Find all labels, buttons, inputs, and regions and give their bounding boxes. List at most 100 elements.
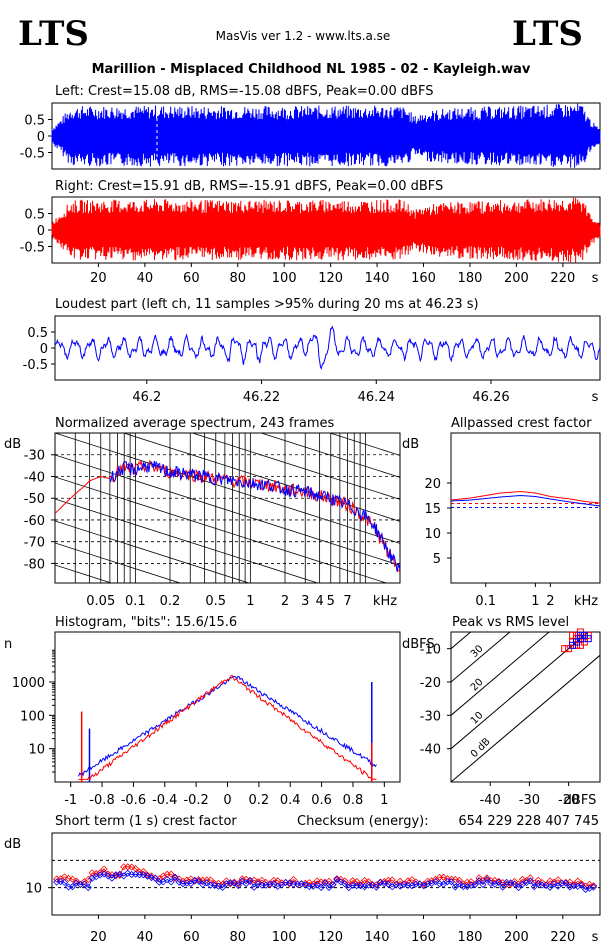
right-waveform-xtick-label: 160 [411, 271, 436, 286]
shortcrest-blue-point [471, 881, 479, 889]
spectrum-xtick-label: 5 [327, 594, 335, 609]
shortcrest-red-point [167, 870, 175, 878]
shortcrest-xtick-label: 40 [137, 930, 154, 945]
peakrms-ytick-label: -20 [420, 676, 441, 691]
shortcrest-red-point [68, 875, 76, 883]
shortcrest-blue-point [582, 885, 590, 894]
shortcrest-red-point [309, 880, 317, 888]
shortcrest-blue-point [218, 883, 227, 892]
shortcrest-blue-point [222, 880, 230, 888]
spectrum-slope [55, 454, 400, 566]
spectrum-xtick-label: 0.5 [205, 594, 226, 609]
peakrms-frame [450, 631, 601, 783]
peakrms-xtick-label: -40 [480, 793, 501, 808]
shortcrest-blue-point [526, 877, 534, 885]
shortcrest-red-point [349, 877, 357, 885]
crest-ytick-label: 15 [424, 502, 441, 517]
shortcrest-blue-point [139, 871, 148, 879]
shortcrest-xtick-label: 120 [318, 930, 343, 945]
shortcrest-red-point [64, 874, 73, 882]
shortcrest-red-point [574, 877, 582, 885]
shortcrest-red-point [570, 881, 578, 889]
histogram-ytick-label: 1000 [12, 676, 45, 691]
right-waveform-xtick-label: 60 [183, 271, 200, 286]
shortcrest-xtick-label: 140 [365, 930, 390, 945]
histogram-ytick-label: 10 [28, 743, 45, 758]
shortcrest-xtick-label: 80 [229, 930, 246, 945]
shortcrest-red-point [128, 863, 136, 871]
right-waveform-ytick-label: -0.5 [20, 241, 45, 256]
peakrms-diagonal [451, 654, 600, 782]
peakrms-diagonal [451, 632, 550, 716]
shortcrest-red-point [96, 869, 104, 877]
shortcrest-red-point [207, 876, 215, 884]
peakrms-diagonal-label: 20 [469, 677, 486, 694]
histogram-xtick-label: -0.2 [183, 793, 208, 808]
peakrms-xtick-label: -20 [558, 793, 579, 808]
crest-ytick-label: 20 [424, 477, 441, 492]
loudest-signal [54, 325, 601, 370]
histogram-xtick-label: 0.4 [280, 793, 301, 808]
shortcrest-red-point [72, 877, 80, 885]
shortcrest-blue-point [53, 878, 61, 886]
peakrms-xunit: dBFS [564, 793, 597, 808]
shortcrest-blue-point [483, 875, 491, 884]
shortcrest-blue-point [187, 879, 195, 888]
histogram-blue-curve [78, 676, 377, 777]
histogram-xtick-label: 0.8 [343, 793, 364, 808]
shortcrest-blue-point [104, 872, 112, 880]
spectrum-slope [55, 279, 400, 389]
right-waveform-ytick-label: 0.5 [24, 208, 45, 223]
shortcrest-red-point [412, 878, 420, 886]
spectrum-ytick-label: -30 [24, 449, 45, 464]
histogram-xtick-label: -0.6 [121, 793, 146, 808]
shortcrest-blue-point [175, 878, 183, 886]
right-waveform-xtick-label: 180 [458, 271, 483, 286]
shortcrest-blue-point [546, 883, 554, 891]
shortcrest-red-point [84, 875, 92, 884]
loudest-xtick-label: 46.2 [132, 390, 161, 405]
shortcrest-blue-point [589, 883, 598, 891]
spectrum-ylabel: dB [4, 437, 21, 452]
peakrms-blue-point [576, 631, 584, 639]
shortcrest-blue-point [57, 877, 65, 886]
shortcrest-red-point [589, 882, 598, 890]
shortcrest-blue-point [274, 882, 282, 890]
shortcrest-red-point [179, 877, 187, 885]
shortcrest-red-point [510, 877, 519, 886]
shortcrest-blue-point [76, 880, 84, 889]
shortcrest-blue-point [68, 883, 76, 891]
shortcrest-red-point [246, 877, 254, 886]
spectrum-xtick-label: 3 [301, 594, 309, 609]
crest-factor-title: Allpassed crest factor [451, 416, 592, 431]
right-waveform-ytick-label: 0 [37, 224, 45, 239]
loudest-ytick-label: 0 [40, 342, 48, 357]
shortcrest-blue-point [84, 884, 92, 892]
shortcrest-blue-point [210, 881, 219, 889]
spectrum-slope [55, 257, 400, 367]
histogram-xtick-label: -0.4 [152, 793, 177, 808]
shortcrest-ytick-label: 10 [25, 882, 42, 897]
shortcrest-blue-point [566, 883, 574, 891]
right-waveform-xtick-label: 40 [137, 271, 154, 286]
right-waveform-signal [51, 197, 601, 263]
shortcrest-red-point [518, 875, 527, 884]
shortcrest-blue-point [238, 877, 246, 885]
histogram-title: Histogram, "bits": 15.6/15.6 [55, 615, 237, 630]
histogram-frame [54, 631, 401, 783]
crest-xunit: kHz [574, 594, 598, 609]
shortcrest-blue-point [337, 878, 345, 886]
shortcrest-blue-point [451, 883, 459, 891]
shortcrest-blue-point [507, 879, 515, 887]
loudest-part-title: Loudest part (left ch, 11 samples >95% d… [55, 297, 479, 312]
shortcrest-blue-point [96, 871, 104, 879]
shortcrest-blue-point [72, 879, 80, 887]
spectrum-slope [55, 542, 182, 583]
shortcrest-blue-point [499, 883, 507, 891]
shortcrest-blue-point [285, 879, 294, 887]
shortcrest-blue-point [262, 881, 270, 889]
shortcrest-blue-point [108, 874, 116, 882]
histogram-xtick-label: 0 [223, 793, 231, 808]
shortcrest-blue-point [463, 882, 471, 891]
